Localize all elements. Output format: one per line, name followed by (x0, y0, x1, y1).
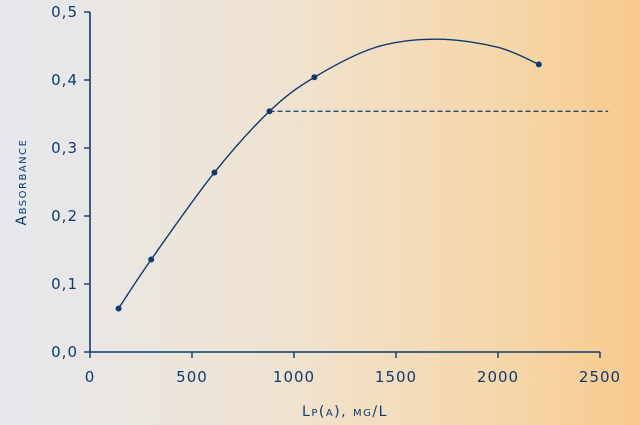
data-point (535, 61, 542, 68)
data-point (266, 108, 273, 115)
y-tick-label: 0,4 (51, 71, 78, 89)
x-axis-title: Lp(a), mg/L (302, 404, 388, 420)
x-tick-label: 500 (176, 368, 208, 386)
axes (89, 12, 600, 353)
y-tick-label: 0,0 (51, 343, 78, 361)
x-ticks: 0 500 1000 1500 2000 2500 (85, 352, 621, 386)
data-point (311, 74, 318, 81)
y-tick-label: 0,3 (51, 139, 78, 157)
fit-curve (117, 38, 540, 309)
x-tick-label: 1000 (273, 368, 315, 386)
x-tick-label: 1500 (375, 368, 417, 386)
data-point (115, 305, 122, 312)
x-tick-label: 2500 (579, 368, 621, 386)
y-tick-label: 0,5 (51, 3, 78, 21)
x-tick-label: 2000 (477, 368, 519, 386)
y-tick-label: 0,2 (51, 207, 78, 225)
data-points (115, 61, 542, 312)
y-axis-title: Absorbance (14, 139, 30, 226)
x-tick-label: 0 (85, 368, 96, 386)
y-tick-label: 0,1 (51, 275, 78, 293)
data-point (148, 256, 155, 263)
y-ticks: 0,0 0,1 0,2 0,3 0,4 0,5 (51, 3, 90, 361)
data-point (211, 169, 218, 176)
